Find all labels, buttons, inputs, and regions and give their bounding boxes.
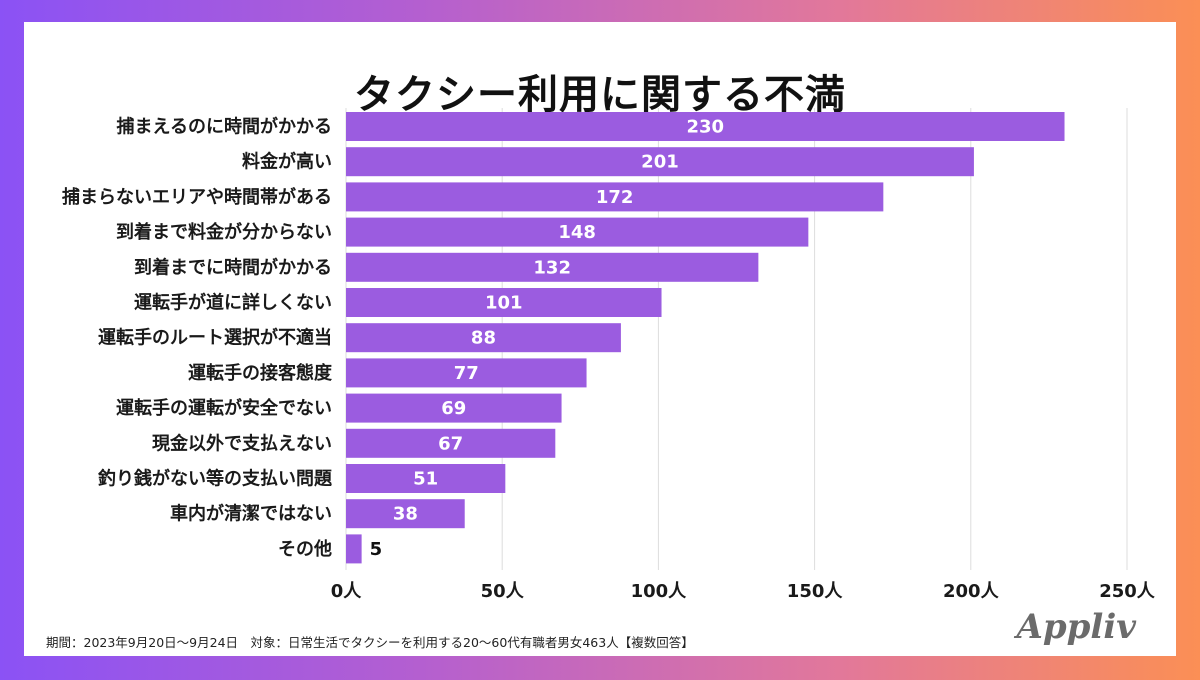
bar — [346, 499, 465, 529]
value-label: 51 — [413, 469, 438, 490]
category-label: 現金以外で支払えない — [152, 432, 332, 454]
bar — [346, 112, 1065, 141]
value-label: 148 — [558, 222, 596, 243]
category-label: 到着までに時間がかかる — [134, 256, 332, 278]
applive-logo: Appliv — [1016, 607, 1136, 647]
category-label: 捕まえるのに時間がかかる — [117, 116, 332, 138]
x-tick-label: 150人 — [787, 581, 844, 602]
chart-title: タクシー利用に関する不満 — [354, 72, 846, 118]
value-label: 132 — [533, 257, 571, 278]
bar — [346, 147, 974, 177]
value-label: 69 — [441, 398, 466, 419]
category-label: その他 — [278, 538, 332, 560]
category-label: 車内が清潔ではない — [170, 503, 332, 525]
x-tick-label: 50人 — [481, 581, 525, 602]
bar — [346, 252, 759, 282]
survey-footnote: 期間：2023年9月20日〜9月24日 対象：日常生活でタクシーを利用する20〜… — [46, 635, 694, 650]
bar — [346, 428, 556, 458]
value-label: 5 — [370, 539, 383, 560]
bar — [346, 393, 562, 423]
chart-card: タクシー利用に関する不満 捕まえるのに時間がかかる 230 料金が高い 201 捕まらな… — [24, 22, 1176, 656]
value-label: 230 — [686, 117, 724, 138]
category-label: 運転手が道に詳しくない — [134, 292, 332, 314]
category-label: 運転手の運転が安全でない — [116, 397, 332, 419]
value-label: 38 — [393, 504, 418, 525]
category-label: 運転手の接客態度 — [188, 362, 333, 384]
bar — [346, 217, 809, 247]
category-label: 運転手のルート選択が不適当 — [98, 327, 332, 349]
bar — [346, 288, 662, 317]
category-label: 到着まで料金が分からない — [116, 221, 332, 243]
bar — [346, 182, 884, 212]
bar — [346, 464, 506, 493]
bar — [346, 323, 621, 353]
bar-chart: 捕まえるのに時間がかかる 230 料金が高い 201 捕まらないエリアや時間帯がある 17… — [62, 108, 1156, 602]
x-tick-label: 0人 — [331, 581, 363, 602]
bar — [346, 358, 587, 388]
category-label: 料金が高い — [242, 151, 332, 173]
value-label: 172 — [596, 187, 634, 208]
category-label: 釣り銭がない等の支払い問題 — [98, 468, 333, 490]
x-tick-label: 100人 — [631, 581, 688, 602]
value-label: 201 — [641, 152, 679, 173]
value-label: 101 — [485, 293, 523, 314]
x-tick-label: 250人 — [1099, 581, 1156, 602]
bar — [346, 534, 362, 564]
value-label: 88 — [471, 328, 496, 349]
category-label: 捕まらないエリアや時間帯がある — [62, 186, 332, 208]
value-label: 67 — [438, 433, 463, 454]
value-label: 77 — [454, 363, 479, 384]
x-tick-label: 200人 — [943, 581, 1000, 602]
